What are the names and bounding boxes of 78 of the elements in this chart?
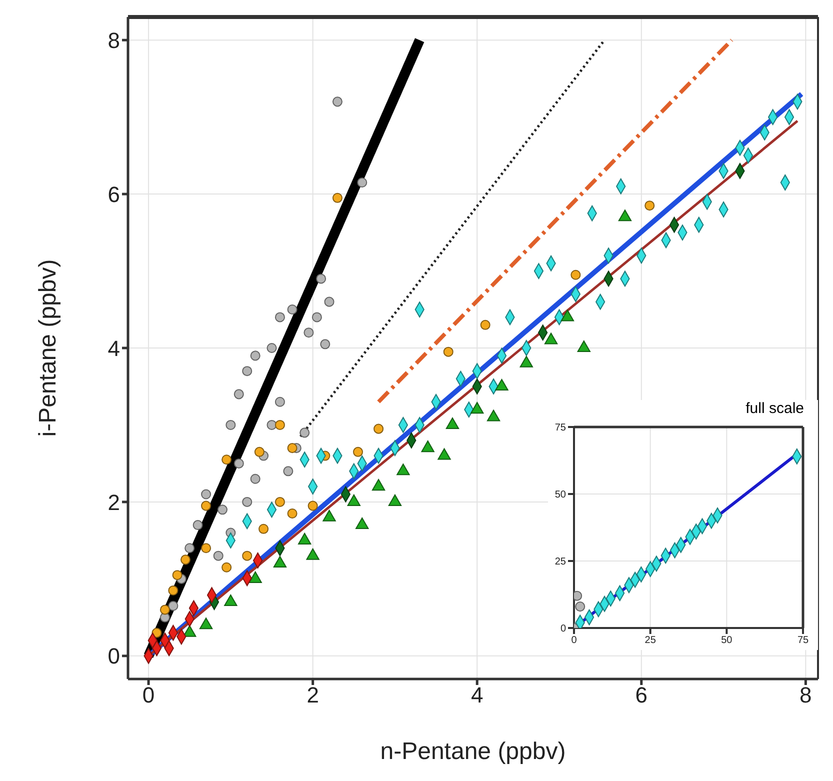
point — [287, 304, 298, 315]
point — [574, 590, 582, 601]
point — [316, 274, 326, 284]
point — [234, 458, 244, 468]
point — [222, 562, 232, 572]
point — [287, 443, 298, 454]
y-tick-label: 2 — [108, 490, 120, 515]
point — [213, 550, 224, 561]
y-tick-label: 4 — [108, 336, 120, 361]
point — [274, 312, 285, 322]
point — [168, 585, 178, 596]
point — [300, 428, 310, 438]
point — [575, 602, 586, 612]
point — [443, 346, 454, 357]
point — [201, 543, 212, 554]
point — [421, 440, 434, 452]
point — [374, 424, 384, 434]
point — [644, 200, 655, 211]
point — [332, 192, 342, 203]
y-tick-label: 6 — [108, 182, 120, 207]
point — [160, 604, 170, 615]
point — [372, 479, 386, 491]
point — [222, 454, 232, 465]
point — [356, 518, 369, 530]
point — [254, 446, 264, 457]
point — [352, 446, 364, 457]
point — [570, 270, 581, 280]
point — [274, 496, 285, 507]
point — [217, 504, 228, 515]
point — [312, 312, 322, 322]
point — [224, 594, 238, 606]
x-tick-label: 6 — [635, 682, 648, 708]
point — [357, 177, 368, 188]
x-axis-title: n-Pentane (ppbv) — [380, 738, 566, 765]
point — [274, 396, 285, 407]
point — [274, 420, 285, 430]
x-tick-label: 50 — [721, 635, 733, 646]
point — [324, 296, 334, 307]
x-tick-label: 75 — [797, 635, 809, 646]
point — [250, 474, 260, 484]
point — [242, 496, 252, 507]
point — [304, 328, 314, 338]
point — [266, 342, 277, 354]
y-tick-label: 50 — [554, 490, 566, 501]
point — [480, 320, 490, 330]
chart-title: full scale — [744, 400, 805, 419]
point — [308, 500, 318, 511]
point — [287, 508, 298, 519]
x-tick-label: 0 — [571, 635, 578, 646]
point — [234, 389, 244, 400]
y-tick-label: 25 — [554, 556, 566, 568]
point — [201, 500, 212, 511]
point — [242, 550, 252, 561]
point — [258, 524, 269, 534]
point — [266, 420, 277, 430]
point — [283, 466, 294, 476]
point — [201, 489, 212, 500]
point — [192, 520, 203, 530]
point — [172, 570, 182, 580]
y-tick-label: 8 — [108, 28, 120, 53]
point — [180, 554, 191, 565]
point — [226, 420, 236, 430]
x-tick-label: 2 — [306, 682, 319, 708]
point — [332, 96, 342, 107]
point — [199, 618, 213, 630]
y-axis-title: i-Pentane (ppbv) — [34, 259, 62, 437]
point — [273, 556, 287, 568]
point — [320, 339, 330, 350]
point — [250, 350, 260, 361]
point — [168, 600, 178, 611]
y-tick-label: 75 — [554, 422, 566, 434]
x-tick-label: 25 — [644, 635, 656, 646]
x-tick-label: 0 — [142, 682, 155, 708]
point — [184, 543, 195, 554]
x-tick-label: 8 — [800, 682, 812, 708]
y-tick-label: 0 — [560, 624, 566, 635]
point — [242, 366, 252, 376]
x-tick-label: 4 — [470, 682, 484, 708]
